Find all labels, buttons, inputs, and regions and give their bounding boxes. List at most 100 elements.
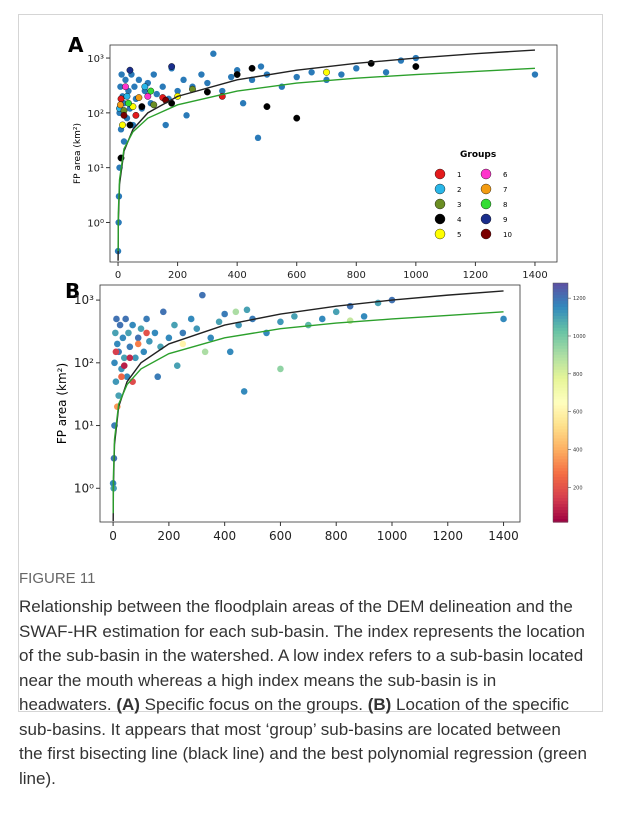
- colorbar-slice: [553, 501, 568, 505]
- point: [150, 71, 157, 78]
- point: [187, 315, 195, 323]
- colorbar-slice: [553, 495, 568, 499]
- legend-marker: [434, 168, 446, 180]
- point: [215, 318, 223, 326]
- point: [135, 94, 143, 101]
- point: [143, 315, 150, 323]
- colorbar-slice: [553, 315, 568, 320]
- colorbar-slice: [553, 306, 568, 311]
- point: [131, 83, 138, 90]
- point: [112, 378, 120, 386]
- colorbar-slice: [553, 399, 568, 404]
- point: [228, 73, 235, 81]
- point: [159, 83, 166, 90]
- colorbar-slice: [553, 513, 568, 517]
- y-tick-label: 10³: [74, 293, 94, 307]
- point: [126, 66, 134, 74]
- point: [125, 329, 132, 337]
- legend-marker: [480, 228, 492, 240]
- colorbar-slice: [553, 297, 568, 302]
- x-tick-label: 1200: [432, 529, 463, 543]
- point: [531, 71, 539, 78]
- x-tick-label: 200: [168, 270, 187, 281]
- colorbar-tick-label: 1000: [573, 334, 586, 340]
- y-tick-label: 10¹: [87, 164, 104, 175]
- point: [119, 121, 126, 129]
- y-tick-label: 10³: [87, 54, 104, 65]
- colorbar-slice: [553, 450, 568, 454]
- point: [154, 373, 162, 381]
- point: [199, 291, 206, 299]
- y-tick-label: 10²: [74, 356, 94, 370]
- colorbar-slice: [553, 303, 568, 308]
- caption-segment: Location of the specific sub-basins. It …: [19, 695, 587, 788]
- point: [174, 87, 181, 95]
- colorbar-slice: [553, 363, 568, 368]
- point: [118, 373, 125, 381]
- point: [233, 71, 241, 78]
- colorbar-slice: [553, 447, 568, 451]
- point: [201, 348, 209, 356]
- point: [226, 348, 234, 356]
- colorbar-slice: [553, 504, 568, 508]
- point: [134, 334, 142, 342]
- point: [113, 340, 121, 348]
- colorbar-slice: [553, 288, 568, 293]
- colorbar-slice: [553, 336, 568, 341]
- point: [243, 306, 251, 314]
- caption: FIGURE 11 Relationship between the flood…: [19, 570, 589, 791]
- point: [318, 315, 326, 323]
- legend-label: 7: [503, 186, 507, 194]
- colorbar-tick-label: 600: [573, 410, 583, 416]
- point: [146, 338, 153, 345]
- point: [219, 87, 226, 95]
- point: [239, 100, 247, 107]
- y-axis-label: FP area (km²): [73, 123, 83, 184]
- colorbar-slice: [553, 462, 568, 466]
- points: [109, 290, 507, 522]
- colorbar-slice: [553, 441, 568, 445]
- colorbar-slice: [553, 366, 568, 371]
- x-tick-label: 1400: [488, 529, 519, 543]
- legend-label: 8: [503, 201, 507, 209]
- legend-marker: [434, 183, 446, 195]
- panel-label: B: [65, 279, 80, 303]
- caption-label: FIGURE 11: [19, 570, 96, 587]
- point: [193, 325, 201, 332]
- colorbar-slice: [553, 324, 568, 329]
- colorbar-slice: [553, 402, 568, 407]
- point: [113, 315, 120, 323]
- point: [179, 340, 187, 348]
- point: [235, 321, 242, 329]
- plot-frame: [109, 44, 558, 263]
- legend-label: 1: [457, 171, 461, 179]
- point: [122, 315, 129, 323]
- colorbar-slice: [553, 396, 568, 401]
- x-tick-label: 600: [287, 270, 306, 281]
- point: [240, 388, 248, 395]
- colorbar-slice: [553, 369, 568, 374]
- point: [151, 329, 159, 337]
- colorbar-slice: [553, 414, 568, 419]
- legend-marker: [434, 213, 446, 225]
- legend-label: 10: [503, 231, 512, 239]
- point: [293, 114, 301, 122]
- y-axis-label: FP area (km²): [55, 363, 69, 444]
- legend-label: 6: [503, 171, 508, 179]
- colorbar-slice: [553, 291, 568, 296]
- plot-frame: [99, 284, 521, 523]
- colorbar-slice: [553, 498, 568, 502]
- x-tick-label: 1000: [403, 270, 428, 281]
- colorbar-slice: [553, 519, 568, 523]
- point: [360, 313, 368, 320]
- caption-segment: (A): [116, 695, 140, 714]
- x-tick-label: 1200: [463, 270, 488, 281]
- point: [277, 365, 284, 373]
- point: [293, 73, 300, 81]
- x-tick-label: 400: [213, 529, 236, 543]
- x-tick-label: 1400: [522, 270, 547, 281]
- legend-marker: [480, 168, 492, 180]
- figure-frame: [18, 14, 603, 712]
- colorbar-slice: [553, 300, 568, 305]
- colorbar-slice: [553, 429, 568, 433]
